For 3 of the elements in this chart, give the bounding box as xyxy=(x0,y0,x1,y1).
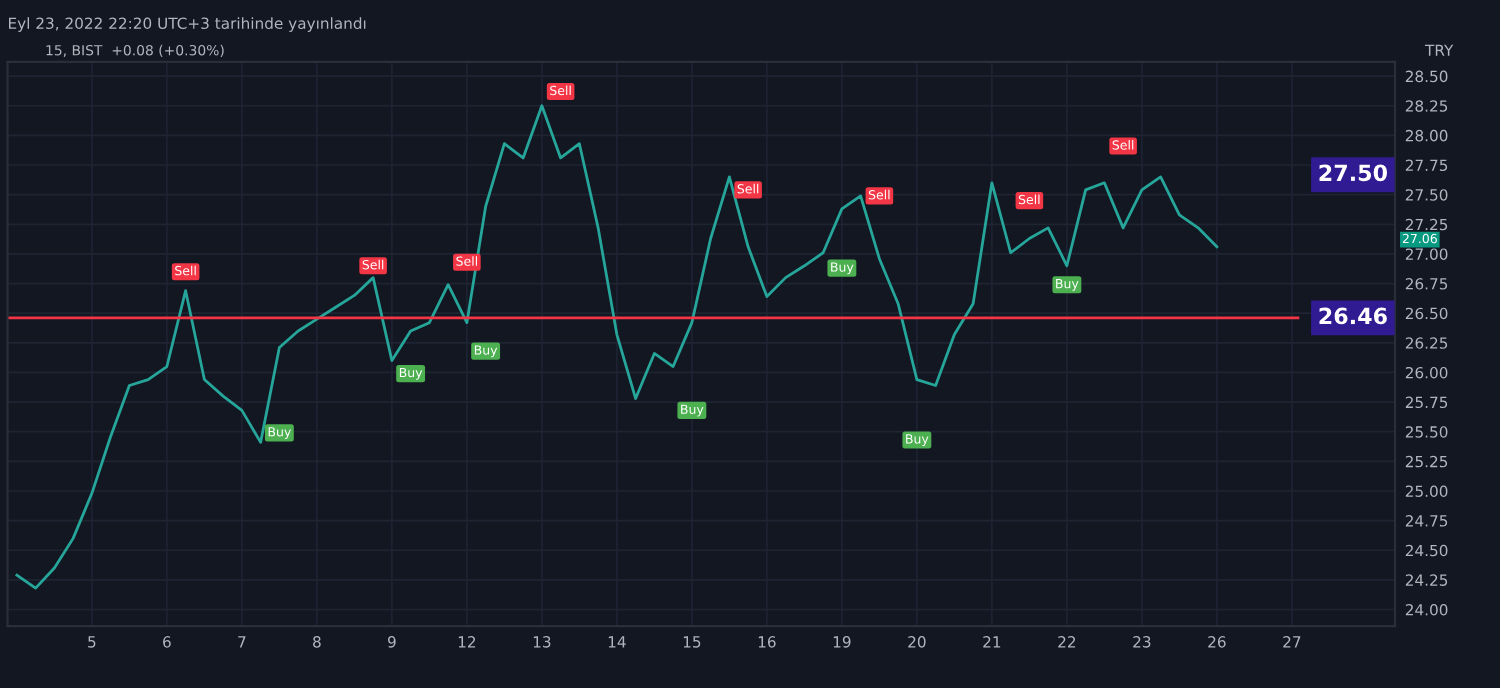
text: 27.50 xyxy=(1319,164,1387,182)
line-series xyxy=(15,104,1219,590)
ref-line-label: 26.46 xyxy=(1319,307,1387,325)
